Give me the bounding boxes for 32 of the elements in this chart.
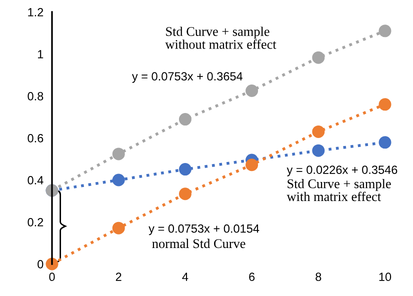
point: [378, 136, 392, 149]
point: [312, 144, 325, 157]
point: [112, 174, 125, 186]
point: [378, 24, 392, 38]
point: [112, 222, 125, 234]
point: [112, 148, 125, 160]
x-tick-label: 4: [182, 272, 188, 281]
x-tick-label: 8: [316, 272, 322, 282]
y-tick-label: 0.6: [28, 134, 44, 142]
x-tick-label: 6: [249, 272, 255, 282]
y-tick-label: 0.8: [28, 92, 44, 100]
point: [246, 158, 258, 172]
y-tick-label: 1: [38, 50, 44, 58]
x-tick-label: 2: [116, 272, 122, 281]
annotation: Std Curve + sample without matrix effect: [165, 26, 276, 49]
point: [178, 163, 192, 176]
point: [378, 98, 392, 111]
point: [178, 188, 192, 200]
annotation: Std Curve + sample with matrix effect: [286, 178, 391, 202]
annotation: y = 0.0753x + 0.3654: [132, 72, 243, 83]
point: [312, 125, 325, 138]
annotation: y = 0.0226x + 0.3546: [286, 166, 398, 176]
y-tick-label: 1.2: [28, 8, 44, 16]
y-tick-label: 0: [38, 260, 44, 268]
annotation: y = 0.0753x + 0.0154 normal Std Curve: [148, 224, 260, 248]
point: [178, 113, 192, 126]
y-tick-label: 0.2: [28, 218, 44, 226]
x-tick-label: 10: [379, 272, 392, 282]
point: [312, 51, 325, 64]
x-tick-label: 0: [49, 272, 55, 282]
y-tick-label: 0.4: [28, 176, 44, 184]
point: [246, 84, 258, 97]
